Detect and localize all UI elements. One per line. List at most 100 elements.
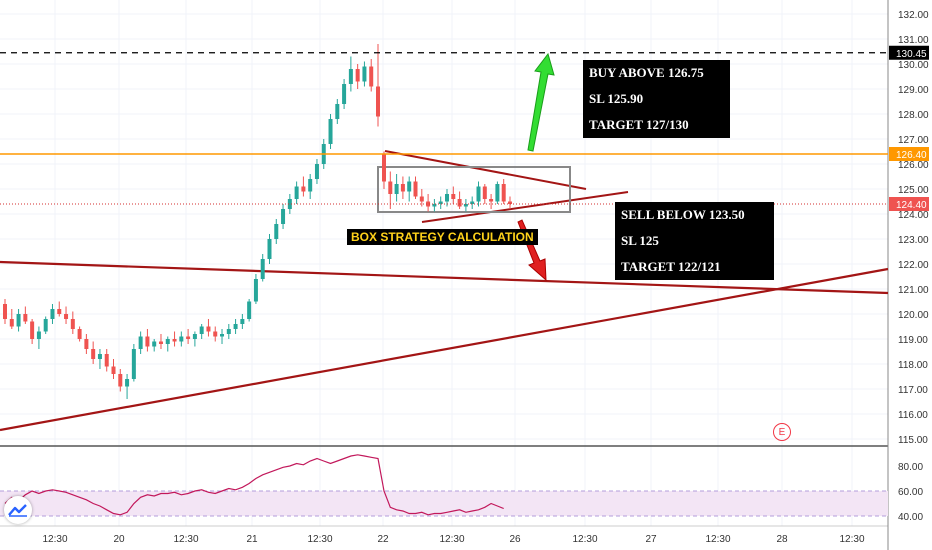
trendline-descending-long (0, 260, 889, 295)
price-tag-label: 126.40 (896, 150, 927, 161)
tradingview-logo-icon[interactable] (4, 496, 32, 524)
sell-line-target: TARGET 122/121 (621, 259, 721, 274)
candle-body (23, 314, 28, 322)
candle-body (247, 301, 252, 319)
price-tag-bg (889, 147, 929, 161)
price-tick-label: 121.00 (898, 285, 929, 296)
price-tick-label: 117.00 (898, 385, 928, 396)
candle-body (489, 199, 494, 202)
candle-body (179, 336, 184, 342)
candle-body (267, 239, 272, 259)
oscillator-tick-label: 60.00 (898, 487, 923, 498)
candle-body (77, 329, 82, 339)
candle-body (426, 201, 431, 207)
candle-body (335, 104, 340, 119)
candle-body (281, 209, 286, 224)
price-tick-label: 116.00 (898, 410, 928, 421)
price-tick-label: 124.00 (898, 210, 929, 221)
candle-body (16, 314, 21, 327)
price-tick-label: 123.00 (898, 235, 929, 246)
candle-body (400, 184, 405, 192)
price-tick-label: 120.00 (898, 310, 929, 321)
candle-body (388, 181, 393, 194)
candle-body (376, 86, 380, 117)
candle-body (413, 181, 418, 197)
strategy-box (377, 166, 571, 213)
candle-body (186, 336, 191, 339)
candle-body (501, 184, 506, 202)
candle-body (314, 164, 319, 179)
price-tick-label: 130.00 (898, 60, 929, 71)
candle-body (36, 331, 41, 339)
box-strategy-label: BOX STRATEGY CALCULATION (347, 229, 538, 245)
price-tick-label: 119.00 (898, 335, 928, 346)
candle-body (342, 84, 347, 104)
time-tick-label: 12:30 (307, 534, 332, 545)
time-tick-label: 12:30 (572, 534, 597, 545)
candle-body (192, 334, 197, 339)
candle-body (9, 319, 14, 327)
candle-body (220, 334, 225, 337)
buy-annotation: BUY ABOVE 126.75 SL 125.90 TARGET 127/13… (583, 60, 730, 138)
candle-body (508, 201, 512, 204)
candle-body (91, 349, 96, 359)
candle-body (152, 341, 157, 347)
candle-body (457, 199, 462, 207)
candle-body (104, 354, 109, 367)
candle-body (482, 186, 487, 199)
price-tick-label: 129.00 (898, 85, 929, 96)
candle-body (253, 279, 258, 302)
candle-body (3, 304, 7, 319)
price-tick-label: 128.00 (898, 110, 929, 121)
time-tick-label: 12:30 (839, 534, 864, 545)
sell-annotation: SELL BELOW 123.50 SL 125 TARGET 122/121 (615, 202, 774, 280)
price-tick-label: 126.00 (898, 160, 929, 171)
price-tag-label: 130.45 (896, 49, 927, 60)
trendlines (0, 150, 889, 432)
candle-body (355, 69, 360, 82)
candle-body (432, 204, 437, 207)
sell-line-entry: SELL BELOW 123.50 (621, 207, 745, 222)
candle-body (50, 309, 55, 319)
oscillator-pane (0, 454, 888, 517)
candle-body (308, 179, 313, 192)
candle-body (328, 119, 333, 144)
candle-body (240, 319, 245, 324)
candle-body (438, 201, 443, 204)
oscillator-tick-label: 80.00 (898, 462, 923, 473)
candle-body (369, 66, 374, 87)
axes: 132.00 131.00 130.00 129.00 128.00 127.00 126.… (42, 10, 929, 545)
candle-body (226, 329, 231, 334)
time-tick-label: 12:30 (705, 534, 730, 545)
trendline-ascending-long (0, 267, 889, 432)
oscillator-line (4, 454, 504, 516)
candle-body (213, 331, 218, 337)
candle-body (476, 186, 481, 202)
candle-body (125, 379, 130, 387)
candle-body (419, 196, 424, 202)
candle-body (165, 339, 170, 344)
candle-body (470, 201, 475, 204)
triangle-lower-line (421, 191, 629, 223)
candle-body (407, 181, 412, 192)
price-tick-label: 125.00 (898, 185, 929, 196)
buy-line-sl: SL 125.90 (589, 91, 644, 106)
candle-body (382, 154, 386, 182)
candle-body (445, 194, 449, 202)
candle-body (206, 326, 211, 332)
candle-body (70, 319, 75, 329)
time-tick-label: 12:30 (439, 534, 464, 545)
candle-body (287, 199, 292, 209)
event-e-icon[interactable]: E (773, 423, 791, 441)
time-tick-label: 20 (113, 534, 125, 545)
candle-body (260, 259, 265, 279)
candle-body (84, 339, 89, 349)
time-tick-label: 22 (377, 534, 389, 545)
price-tick-label: 122.00 (898, 260, 929, 271)
candle-body (43, 319, 48, 332)
candle-body (463, 204, 468, 207)
time-tick-label: 21 (246, 534, 258, 545)
candle-body (131, 349, 136, 379)
sell-line-sl: SL 125 (621, 233, 659, 248)
